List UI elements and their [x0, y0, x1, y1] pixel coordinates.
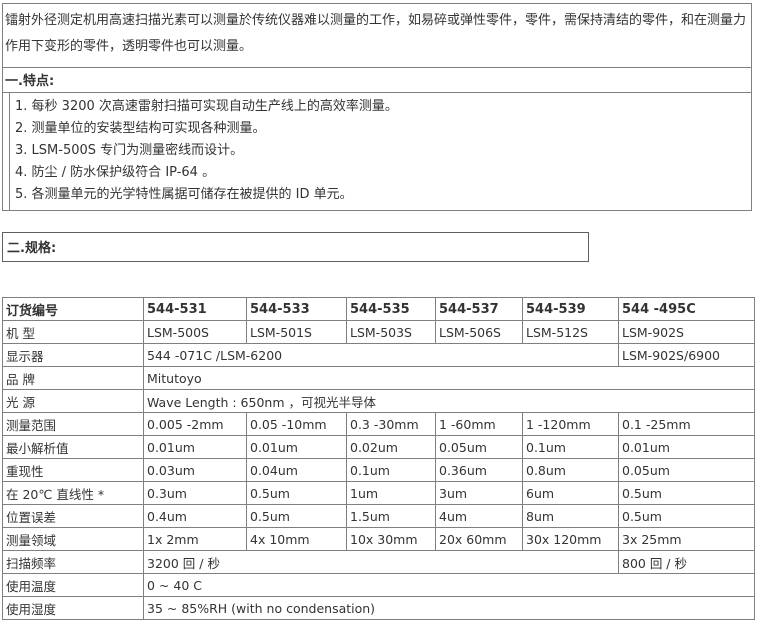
table-row: 最小解析值 0.01um 0.01um 0.02um 0.05um 0.1um … [2, 435, 755, 459]
cell: Wave Length : 650nm ，可视光半导体 [143, 389, 755, 413]
table-row: 位置误差 0.4um 0.5um 1.5um 4um 8um 0.5um [2, 504, 755, 528]
specs-heading: 二.规格: [7, 241, 57, 256]
cell: 35 ~ 85%RH (with no condensation) [143, 596, 755, 620]
cell: 0.02um [346, 435, 436, 459]
cell: 4x 10mm [246, 527, 347, 551]
cell: 30x 120mm [522, 527, 619, 551]
cell: 800 回 / 秒 [618, 550, 755, 574]
features-list: 1. 每秒 3200 次高速雷射扫描可实现自动生产线上的高效率测量。 2. 测量… [9, 93, 751, 210]
cell: 8um [522, 504, 619, 528]
table-row: 使用温度 0 ~ 40 C [2, 573, 755, 597]
cell: 0.8um [522, 458, 619, 482]
cell: 0.005 -2mm [143, 412, 247, 436]
cell: 4um [435, 504, 523, 528]
cell: 0.5um [618, 504, 755, 528]
cell: 0.5um [246, 504, 347, 528]
cell: Mitutoyo [143, 366, 755, 390]
feature-item: 3. LSM-500S 专门为测量密线而设计。 [15, 143, 244, 158]
features-heading: 一.特点: [3, 67, 751, 93]
table-row: 机 型 LSM-500S LSM-501S LSM-503S LSM-506S … [2, 320, 755, 344]
model-number-cell: 544-537 [435, 297, 523, 321]
cell: 0.04um [246, 458, 347, 482]
row-label: 订货编号 [2, 297, 144, 321]
cell: 0.03um [143, 458, 247, 482]
specs-heading-box: 二.规格: [2, 232, 589, 262]
feature-item: 2. 测量单位的安装型结构可实现各种测量。 [15, 121, 266, 136]
cell: 1 -120mm [522, 412, 619, 436]
cell: 3200 回 / 秒 [143, 550, 619, 574]
intro-and-features-box: 镭射外径测定机用高速扫描光素可以测量於传统仪器难以测量的工作，如易碎或弹性零件，… [2, 3, 752, 211]
cell: 10x 30mm [346, 527, 436, 551]
cell: 0.3 -30mm [346, 412, 436, 436]
cell: 20x 60mm [435, 527, 523, 551]
table-row: 重现性 0.03um 0.04um 0.1um 0.36um 0.8um 0.0… [2, 458, 755, 482]
cell: 0.05um [435, 435, 523, 459]
table-row: 品 牌 Mitutoyo [2, 366, 755, 390]
cell: 0.05 -10mm [246, 412, 347, 436]
cell: 0.01um [618, 435, 755, 459]
row-label: 在 20℃ 直线性 * [2, 481, 144, 505]
cell: 0.1um [346, 458, 436, 482]
row-label: 光 源 [2, 389, 144, 413]
cell: 0 ~ 40 C [143, 573, 755, 597]
row-label: 使用温度 [2, 573, 144, 597]
intro-paragraph: 镭射外径测定机用高速扫描光素可以测量於传统仪器难以测量的工作，如易碎或弹性零件，… [5, 13, 747, 54]
row-label: 重现性 [2, 458, 144, 482]
cell: 3um [435, 481, 523, 505]
model-number-cell: 544-539 [522, 297, 619, 321]
model-number-cell: 544-531 [143, 297, 247, 321]
row-label: 机 型 [2, 320, 144, 344]
table-row: 在 20℃ 直线性 * 0.3um 0.5um 1um 3um 6um 0.5u… [2, 481, 755, 505]
cell: LSM-500S [143, 320, 247, 344]
cell: LSM-902S/6900 [618, 343, 755, 367]
cell: 3x 25mm [618, 527, 755, 551]
row-label: 测量范围 [2, 412, 144, 436]
cell: 0.05um [618, 458, 755, 482]
cell: LSM-512S [522, 320, 619, 344]
table-row: 光 源 Wave Length : 650nm ，可视光半导体 [2, 389, 755, 413]
cell: 0.4um [143, 504, 247, 528]
row-label: 最小解析值 [2, 435, 144, 459]
cell: LSM-506S [435, 320, 523, 344]
table-row: 使用湿度 35 ~ 85%RH (with no condensation) [2, 596, 755, 620]
cell: 1.5um [346, 504, 436, 528]
table-row: 扫描频率 3200 回 / 秒 800 回 / 秒 [2, 550, 755, 574]
feature-item: 4. 防尘 / 防水保护级符合 IP-64 。 [15, 165, 216, 180]
cell: LSM-501S [246, 320, 347, 344]
table-row: 测量领域 1x 2mm 4x 10mm 10x 30mm 20x 60mm 30… [2, 527, 755, 551]
row-label: 品 牌 [2, 366, 144, 390]
table-header-row: 订货编号 544-531 544-533 544-535 544-537 544… [2, 297, 755, 321]
model-number-cell: 544 -495C [618, 297, 755, 321]
feature-item: 5. 各测量单元的光学特性属据可储存在被提供的 ID 单元。 [15, 187, 353, 202]
cell: LSM-902S [618, 320, 755, 344]
cell: 0.3um [143, 481, 247, 505]
spec-table: 订货编号 544-531 544-533 544-535 544-537 544… [2, 297, 755, 620]
model-number-cell: 544-533 [246, 297, 347, 321]
cell: 0.1 -25mm [618, 412, 755, 436]
feature-item: 1. 每秒 3200 次高速雷射扫描可实现自动生产线上的高效率测量。 [15, 99, 398, 114]
cell: 0.01um [143, 435, 247, 459]
row-label: 显示器 [2, 343, 144, 367]
cell: 0.01um [246, 435, 347, 459]
model-number-cell: 544-535 [346, 297, 436, 321]
row-label: 位置误差 [2, 504, 144, 528]
cell: 1 -60mm [435, 412, 523, 436]
table-row: 测量范围 0.005 -2mm 0.05 -10mm 0.3 -30mm 1 -… [2, 412, 755, 436]
cell: 1um [346, 481, 436, 505]
cell: LSM-503S [346, 320, 436, 344]
cell: 6um [522, 481, 619, 505]
cell: 1x 2mm [143, 527, 247, 551]
row-label: 扫描频率 [2, 550, 144, 574]
table-row: 显示器 544 -071C /LSM-6200 LSM-902S/6900 [2, 343, 755, 367]
cell: 0.36um [435, 458, 523, 482]
cell: 0.5um [618, 481, 755, 505]
cell: 0.5um [246, 481, 347, 505]
row-label: 测量领域 [2, 527, 144, 551]
cell: 544 -071C /LSM-6200 [143, 343, 619, 367]
row-label: 使用湿度 [2, 596, 144, 620]
cell: 0.1um [522, 435, 619, 459]
